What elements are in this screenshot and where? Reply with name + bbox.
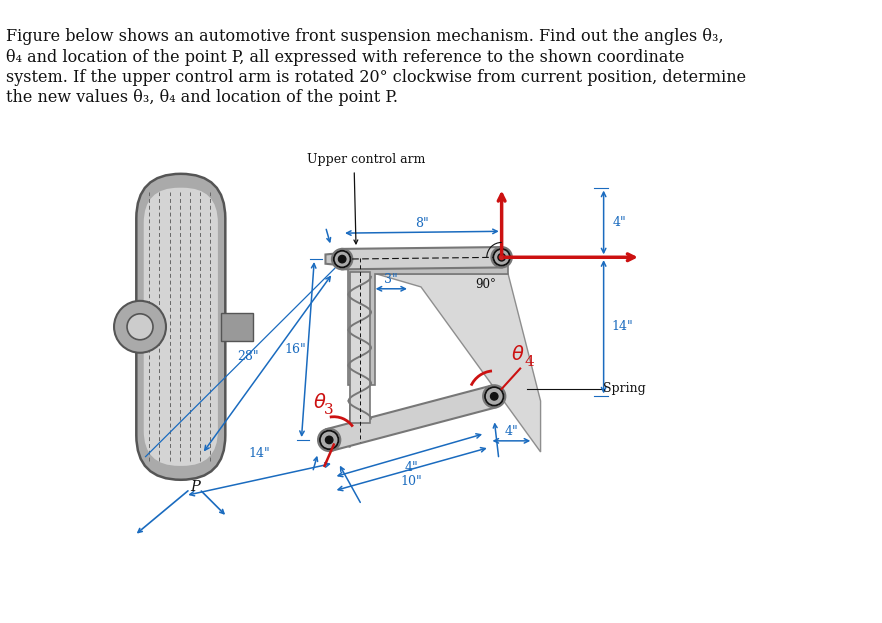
Polygon shape — [349, 272, 370, 423]
Text: 8": 8" — [415, 217, 429, 231]
Text: 14": 14" — [249, 447, 271, 460]
Circle shape — [318, 429, 340, 451]
Text: Upper control arm: Upper control arm — [307, 153, 425, 166]
Circle shape — [491, 247, 512, 267]
FancyBboxPatch shape — [137, 174, 225, 480]
Circle shape — [493, 249, 510, 265]
Circle shape — [333, 251, 350, 267]
Text: system. If the upper control arm is rotated 20° clockwise from current position,: system. If the upper control arm is rota… — [6, 69, 747, 86]
Circle shape — [490, 392, 498, 400]
Text: 3": 3" — [385, 273, 398, 286]
Circle shape — [498, 254, 505, 261]
Circle shape — [325, 436, 333, 444]
Text: 4": 4" — [612, 216, 626, 229]
Text: 4: 4 — [525, 355, 534, 369]
Circle shape — [114, 301, 166, 353]
Text: the new values θ₃, θ₄ and location of the point P.: the new values θ₃, θ₄ and location of th… — [6, 90, 399, 107]
Text: P: P — [190, 480, 199, 494]
FancyBboxPatch shape — [144, 188, 218, 466]
Text: $\theta$: $\theta$ — [511, 345, 524, 364]
Text: Figure below shows an automotive front suspension mechanism. Find out the angles: Figure below shows an automotive front s… — [6, 28, 724, 45]
Circle shape — [339, 255, 346, 263]
Circle shape — [320, 430, 339, 449]
Text: 4": 4" — [505, 425, 519, 438]
Polygon shape — [326, 386, 497, 450]
Circle shape — [332, 249, 352, 269]
Circle shape — [483, 385, 505, 407]
Text: 3: 3 — [325, 403, 334, 417]
Polygon shape — [348, 250, 508, 385]
Text: θ₄ and location of the point P, all expressed with reference to the shown coordi: θ₄ and location of the point P, all expr… — [6, 49, 684, 65]
Text: 14": 14" — [611, 320, 633, 333]
Text: 16": 16" — [285, 343, 307, 356]
Text: $\theta$: $\theta$ — [313, 393, 326, 412]
Polygon shape — [325, 252, 355, 447]
Text: 28": 28" — [237, 350, 258, 363]
Circle shape — [127, 314, 153, 340]
Text: 10": 10" — [400, 475, 422, 488]
Text: Spring: Spring — [602, 383, 646, 396]
Polygon shape — [377, 274, 541, 452]
Polygon shape — [220, 313, 253, 341]
Polygon shape — [342, 247, 502, 269]
Circle shape — [485, 387, 504, 406]
Text: 4": 4" — [405, 461, 419, 474]
Text: 90°: 90° — [475, 278, 497, 291]
